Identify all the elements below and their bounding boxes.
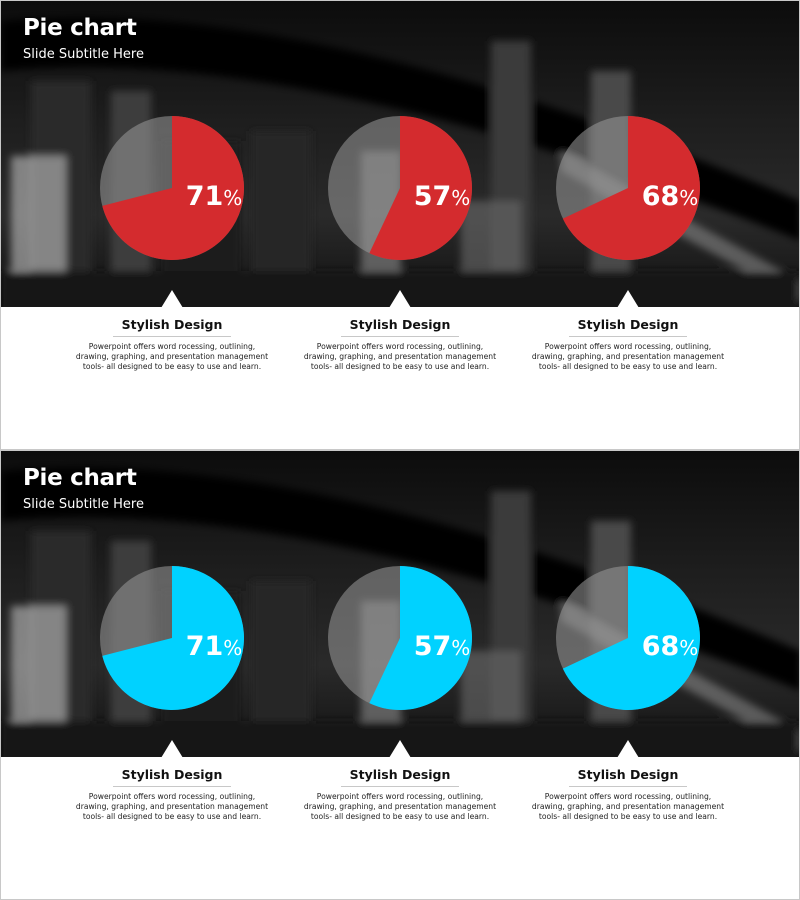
caption-2: Stylish Design Powerpoint offers word ro…	[300, 767, 500, 822]
caption-heading: Stylish Design	[341, 767, 459, 787]
caption-3: Stylish Design Powerpoint offers word ro…	[528, 317, 728, 372]
value-number: 68	[642, 631, 680, 662]
slide-photo: 71% 57% 68% Pie chart Slide Subtitle Here	[1, 1, 799, 307]
caption-body: Powerpoint offers word rocessing, outlin…	[75, 792, 269, 821]
value-number: 57	[414, 631, 452, 662]
caption-pointer	[389, 740, 411, 758]
pie-chart-3: 68%	[556, 566, 701, 710]
value-number: 71	[186, 181, 224, 212]
value-unit: %	[679, 636, 698, 660]
pie-slice-value	[369, 116, 473, 260]
caption-body: Powerpoint offers word rocessing, outlin…	[531, 792, 725, 821]
pie-chart-1: 71%	[100, 116, 244, 260]
caption-pointer	[389, 290, 411, 308]
pie-value-label: 71%	[186, 181, 243, 212]
value-unit: %	[223, 636, 242, 660]
pie-slice-value	[562, 566, 701, 710]
slide-title: Pie chart	[23, 15, 137, 41]
pie-chart-3: 68%	[556, 116, 701, 260]
value-unit: %	[451, 186, 470, 210]
caption-1: Stylish Design Powerpoint offers word ro…	[72, 767, 272, 822]
caption-body: Powerpoint offers word rocessing, outlin…	[75, 342, 269, 371]
pie-value-label: 57%	[414, 631, 471, 662]
slide-title: Pie chart	[23, 465, 137, 491]
caption-heading: Stylish Design	[113, 317, 231, 337]
slide-2: 71% 57% 68% Pie chart Slide Subtitle Here S…	[0, 450, 800, 900]
caption-3: Stylish Design Powerpoint offers word ro…	[528, 767, 728, 822]
pie-slice-value	[369, 566, 473, 710]
caption-2: Stylish Design Powerpoint offers word ro…	[300, 317, 500, 372]
pie-value-label: 71%	[186, 631, 243, 662]
pie-slice-value	[102, 566, 244, 710]
caption-body: Powerpoint offers word rocessing, outlin…	[531, 342, 725, 371]
slide-subtitle: Slide Subtitle Here	[23, 47, 144, 62]
pie-chart-1: 71%	[100, 566, 244, 710]
pie-charts: 71% 57% 68%	[100, 566, 701, 710]
caption-heading: Stylish Design	[341, 317, 459, 337]
value-number: 57	[414, 181, 452, 212]
slide-1: 71% 57% 68% Pie chart Slide Subtitle Here S…	[0, 0, 800, 450]
pie-value-label: 57%	[414, 181, 471, 212]
value-number: 71	[186, 631, 224, 662]
pie-value-label: 68%	[642, 631, 699, 662]
pie-chart-2: 57%	[328, 566, 473, 710]
pie-chart-2: 57%	[328, 116, 473, 260]
value-unit: %	[679, 186, 698, 210]
caption-heading: Stylish Design	[113, 767, 231, 787]
caption-pointer	[617, 290, 639, 308]
caption-body: Powerpoint offers word rocessing, outlin…	[303, 342, 497, 371]
slide-subtitle: Slide Subtitle Here	[23, 497, 144, 512]
caption-pointer	[161, 740, 183, 758]
value-number: 68	[642, 181, 680, 212]
pie-value-label: 68%	[642, 181, 699, 212]
value-unit: %	[223, 186, 242, 210]
caption-body: Powerpoint offers word rocessing, outlin…	[303, 792, 497, 821]
caption-1: Stylish Design Powerpoint offers word ro…	[72, 317, 272, 372]
caption-heading: Stylish Design	[569, 317, 687, 337]
pie-slice-value	[562, 116, 701, 260]
pie-slice-value	[102, 116, 244, 260]
value-unit: %	[451, 636, 470, 660]
pie-charts: 71% 57% 68%	[100, 116, 701, 260]
caption-pointer	[161, 290, 183, 308]
caption-heading: Stylish Design	[569, 767, 687, 787]
caption-pointer	[617, 740, 639, 758]
slide-photo: 71% 57% 68% Pie chart Slide Subtitle Here	[1, 451, 799, 757]
